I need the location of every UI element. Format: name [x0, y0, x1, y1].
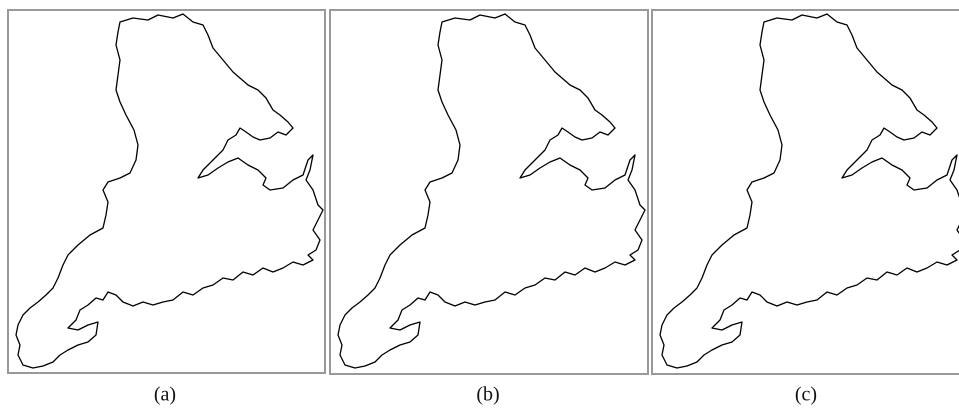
panel-frame — [329, 9, 649, 375]
panel-frame — [651, 9, 959, 375]
panel-c: (c) — [651, 9, 959, 406]
caption: (b) — [476, 384, 499, 406]
caption: (a) — [154, 384, 176, 406]
caption: (c) — [795, 384, 817, 406]
panel-b: (b) — [329, 9, 649, 406]
panel-a: (a) — [7, 9, 326, 406]
panel-frame — [7, 9, 326, 374]
